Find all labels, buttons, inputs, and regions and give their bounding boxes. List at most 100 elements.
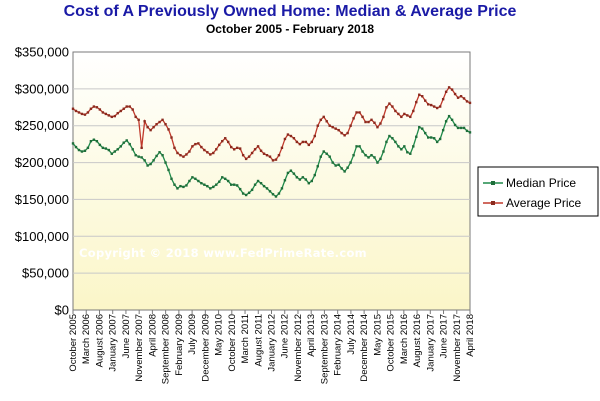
- x-tick-label: April 2013: [306, 314, 317, 357]
- data-point: [194, 142, 197, 146]
- data-point: [406, 151, 409, 154]
- data-point: [388, 102, 391, 105]
- x-tick-label: March 2006: [81, 314, 92, 364]
- data-point: [367, 120, 370, 124]
- data-point: [212, 185, 215, 189]
- x-tick-label: November 2012: [293, 314, 304, 382]
- data-point: [444, 90, 448, 94]
- data-point: [116, 148, 119, 151]
- data-point: [271, 193, 275, 196]
- data-point: [188, 150, 191, 153]
- data-point: [322, 115, 325, 119]
- data-point: [256, 179, 260, 183]
- data-point: [137, 118, 140, 122]
- data-point: [292, 137, 296, 140]
- x-tick-label: October 2015: [386, 314, 397, 372]
- data-point: [349, 124, 352, 127]
- data-point: [241, 154, 245, 157]
- data-point: [173, 146, 176, 150]
- data-point: [197, 142, 200, 145]
- data-point: [450, 88, 454, 91]
- data-point: [101, 146, 105, 150]
- data-point: [301, 176, 305, 179]
- x-tick-label: September 2008: [161, 314, 172, 384]
- data-point: [459, 95, 463, 98]
- data-point: [435, 106, 439, 110]
- y-tick-label: $0: [55, 303, 69, 318]
- data-point: [86, 111, 90, 114]
- data-point: [468, 131, 472, 134]
- y-tick-label: $300,000: [15, 81, 69, 96]
- data-point: [337, 163, 340, 166]
- data-point: [200, 182, 203, 185]
- data-point: [328, 124, 331, 127]
- series-lines: [71, 86, 472, 198]
- data-point: [418, 93, 421, 96]
- data-point: [432, 105, 436, 108]
- data-point: [465, 100, 469, 103]
- data-point: [427, 136, 430, 139]
- data-point: [119, 145, 122, 148]
- x-tick-label: August 2011: [253, 314, 264, 367]
- data-point: [98, 143, 102, 147]
- data-point: [167, 128, 170, 131]
- data-point: [346, 166, 349, 169]
- data-point: [191, 145, 194, 148]
- data-point: [334, 164, 337, 167]
- data-point: [325, 120, 328, 123]
- data-point: [382, 150, 385, 153]
- data-point: [182, 185, 185, 189]
- data-point: [415, 135, 418, 138]
- data-point: [268, 190, 272, 193]
- data-point: [271, 159, 275, 162]
- data-point: [152, 125, 155, 129]
- data-point: [74, 109, 78, 113]
- data-point: [394, 109, 397, 113]
- data-point: [212, 151, 215, 155]
- data-point: [215, 148, 218, 151]
- data-point: [364, 154, 367, 157]
- data-point: [331, 125, 334, 129]
- data-point: [325, 152, 328, 155]
- legend-label-median: Median Price: [506, 176, 576, 190]
- data-point: [125, 139, 128, 142]
- data-point: [295, 140, 299, 144]
- data-point: [107, 114, 111, 117]
- data-point: [340, 167, 343, 170]
- data-point: [74, 145, 78, 149]
- data-point: [170, 136, 173, 139]
- data-point: [230, 145, 233, 149]
- legend-box: [477, 166, 599, 217]
- data-point: [250, 151, 254, 155]
- data-point: [155, 123, 158, 126]
- data-point: [116, 111, 119, 115]
- data-point: [206, 151, 209, 154]
- x-tick-label: February 2009: [174, 314, 185, 376]
- data-point: [289, 169, 293, 172]
- x-tick-label: August 2016: [412, 314, 423, 367]
- data-point: [232, 183, 236, 186]
- x-tick-label: May 2010: [214, 314, 225, 356]
- data-point: [415, 100, 418, 104]
- data-point: [146, 164, 149, 167]
- data-point: [259, 149, 263, 152]
- x-tick-label: March 2016: [399, 314, 410, 364]
- data-point: [412, 109, 415, 113]
- data-point: [447, 86, 451, 89]
- data-point: [313, 173, 316, 177]
- data-point: [197, 179, 200, 183]
- data-point: [253, 183, 257, 186]
- data-point: [194, 177, 197, 180]
- data-point: [155, 154, 158, 158]
- data-point: [465, 129, 469, 133]
- data-point: [83, 149, 87, 152]
- data-point: [310, 179, 313, 183]
- data-point: [164, 161, 167, 164]
- x-tick-label: May 2015: [372, 314, 383, 356]
- data-point: [289, 134, 293, 138]
- data-point: [456, 126, 460, 130]
- data-point: [400, 115, 403, 119]
- data-point: [253, 148, 257, 151]
- data-point: [370, 118, 373, 122]
